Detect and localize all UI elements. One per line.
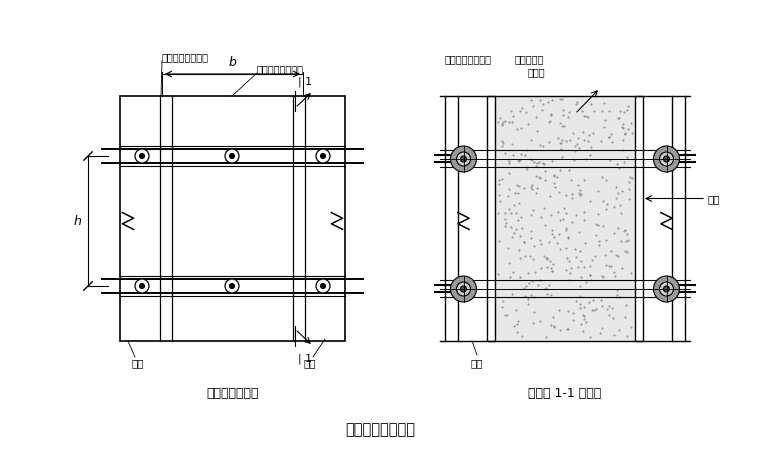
Bar: [635, 97, 643, 341]
Text: 主楞（圆形钢管）: 主楞（圆形钢管）: [162, 52, 209, 62]
Circle shape: [135, 279, 149, 293]
Circle shape: [457, 152, 470, 166]
Circle shape: [451, 276, 477, 302]
Circle shape: [663, 156, 670, 163]
Text: 次楞（圆形钢管）: 次楞（圆形钢管）: [257, 64, 304, 74]
Circle shape: [230, 284, 235, 289]
Text: 次楞（圆形: 次楞（圆形: [515, 54, 544, 64]
Circle shape: [660, 282, 673, 296]
Circle shape: [461, 286, 467, 292]
Circle shape: [654, 276, 679, 302]
Circle shape: [654, 147, 679, 173]
Bar: [120, 97, 345, 341]
Circle shape: [321, 154, 325, 159]
Text: 墙模板正立面图: 墙模板正立面图: [206, 386, 258, 399]
Circle shape: [451, 147, 477, 173]
Text: b: b: [229, 56, 236, 69]
Circle shape: [457, 282, 470, 296]
Text: 墙模板 1-1 剖面图: 墙模板 1-1 剖面图: [528, 386, 602, 399]
Text: 面板: 面板: [131, 357, 144, 367]
Circle shape: [225, 150, 239, 164]
Circle shape: [140, 154, 144, 159]
Text: 面板: 面板: [708, 194, 720, 204]
Bar: [495, 97, 635, 341]
Text: 螺栓: 螺栓: [470, 357, 483, 367]
Circle shape: [660, 152, 673, 166]
Circle shape: [225, 279, 239, 293]
Circle shape: [461, 156, 467, 163]
Text: 螺栓: 螺栓: [304, 357, 316, 367]
Circle shape: [316, 150, 330, 164]
Circle shape: [230, 154, 235, 159]
Circle shape: [140, 284, 144, 289]
Bar: [487, 97, 495, 341]
Text: h: h: [73, 215, 81, 228]
Text: 钢管）: 钢管）: [528, 67, 546, 77]
Circle shape: [316, 279, 330, 293]
Text: 墙模板设计简图。: 墙模板设计简图。: [345, 422, 415, 437]
Text: | 1: | 1: [298, 353, 312, 364]
Circle shape: [135, 150, 149, 164]
Text: 主楞（圆形钢管）: 主楞（圆形钢管）: [445, 54, 492, 64]
Circle shape: [321, 284, 325, 289]
Text: | 1: | 1: [298, 76, 312, 87]
Circle shape: [663, 286, 670, 292]
